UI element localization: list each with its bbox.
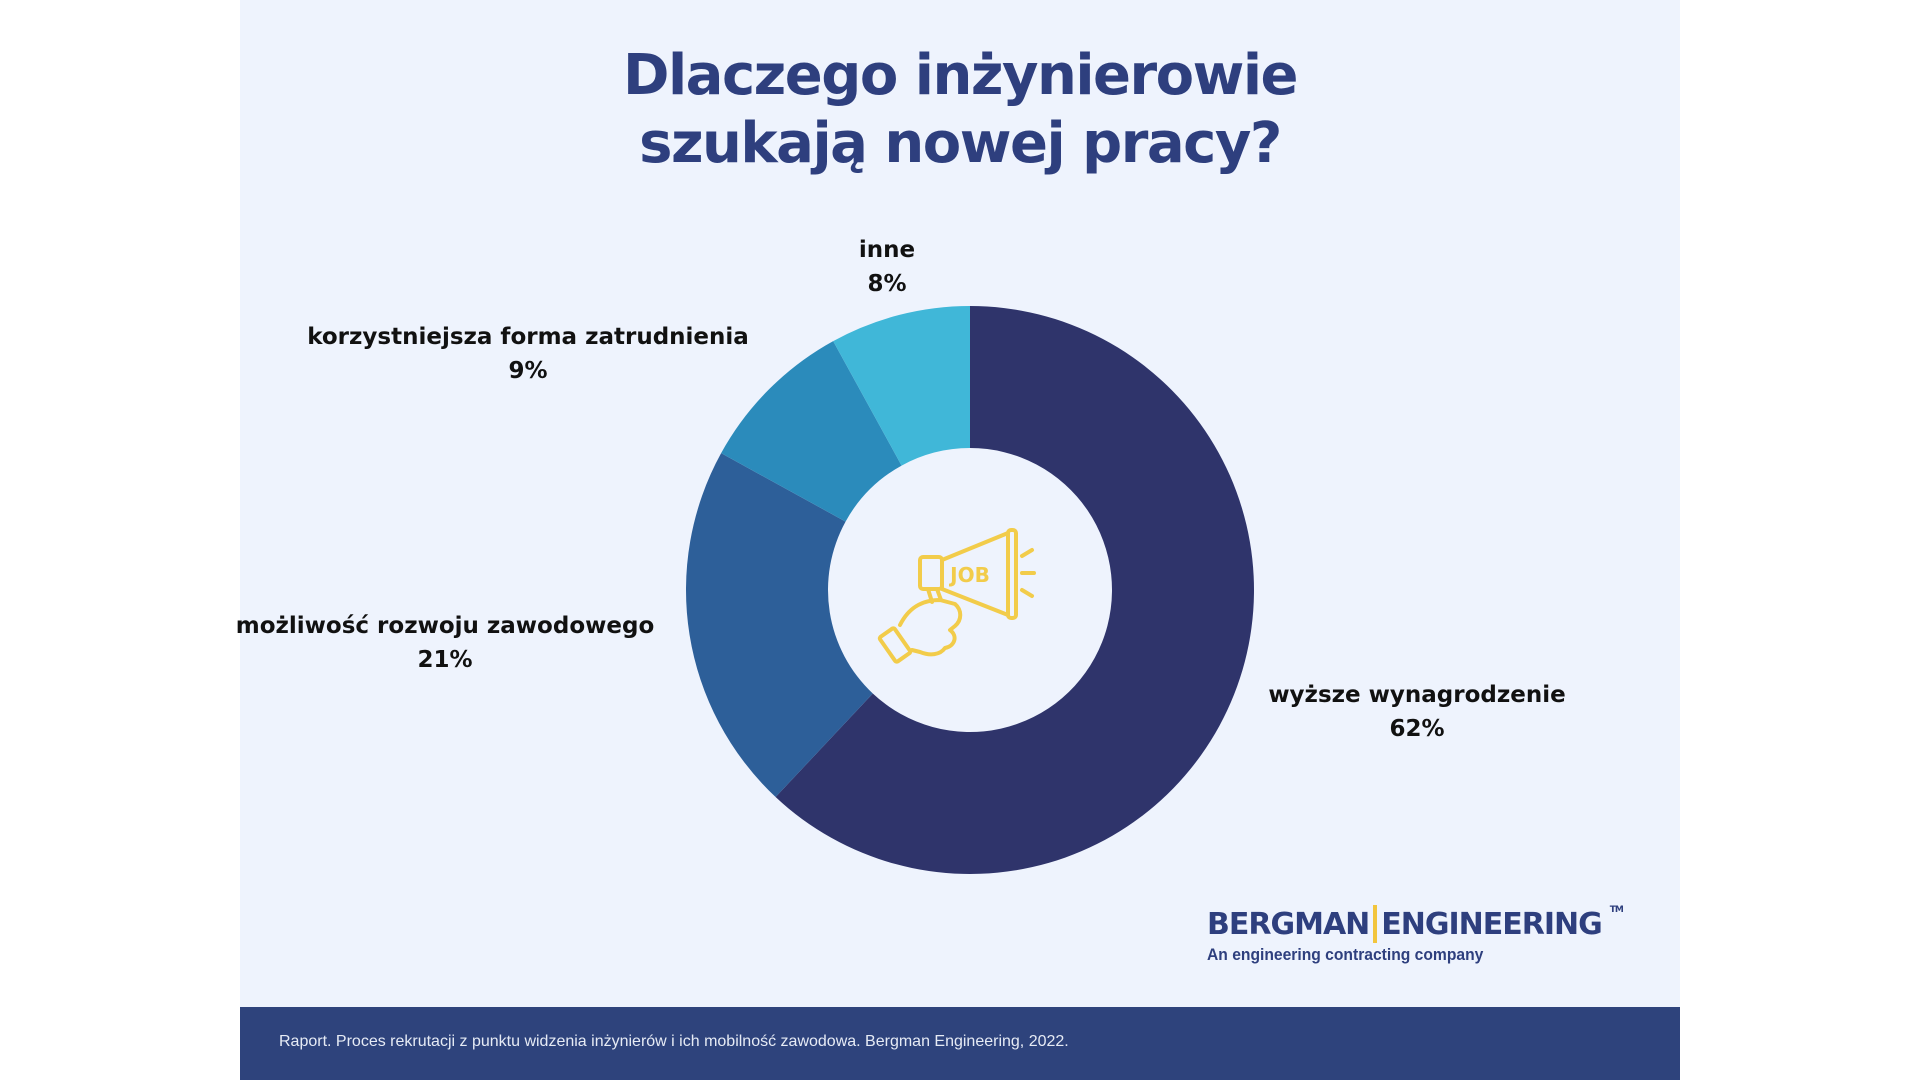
logo-divider (1373, 905, 1378, 943)
logo-tagline: An engineering contracting company (1207, 945, 1484, 964)
category-label: korzystniejsza forma zatrudnienia (307, 324, 749, 350)
value-label: 21% (417, 647, 473, 673)
logo-trademark: TM (1609, 905, 1624, 915)
value-label: 62% (1389, 716, 1445, 742)
donut-slice-3 (833, 306, 970, 466)
title-line-2: szukają nowej pracy? (639, 111, 1282, 176)
value-label: 8% (867, 271, 907, 297)
bergman-engineering-logo: BERGMAN ENGINEERING TM An engineering co… (1207, 905, 1624, 965)
footer-bar: Raport. Proces rekrutacji z punktu widze… (240, 1007, 1680, 1080)
label-wyzsze-wynagrodzenie: wyższe wynagrodzenie 62% (1268, 678, 1565, 746)
label-inne: inne 8% (859, 233, 915, 301)
category-label: wyższe wynagrodzenie (1268, 682, 1566, 708)
page-title: Dlaczego inżynierowie szukają nowej prac… (240, 42, 1680, 178)
title-line-1: Dlaczego inżynierowie (623, 43, 1299, 108)
label-korzystniejsza-forma: korzystniejsza forma zatrudnienia 9% (307, 320, 749, 388)
donut-slice-1 (686, 453, 873, 798)
category-label: możliwość rozwoju zawodowego (235, 613, 655, 639)
category-label: inne (858, 237, 916, 263)
source-note: Raport. Proces rekrutacji z punktu widze… (279, 1033, 1069, 1050)
donut-slice-0 (775, 306, 1254, 875)
megaphone-job-icon (877, 528, 1036, 664)
value-label: 9% (508, 358, 548, 384)
logo-name-left: BERGMAN (1207, 906, 1370, 942)
donut-slice-2 (721, 341, 902, 522)
logo-name-right: ENGINEERING (1381, 906, 1602, 942)
label-mozliwosc-rozwoju: możliwość rozwoju zawodowego 21% (236, 609, 654, 677)
job-icon-text: JOB (948, 563, 990, 587)
